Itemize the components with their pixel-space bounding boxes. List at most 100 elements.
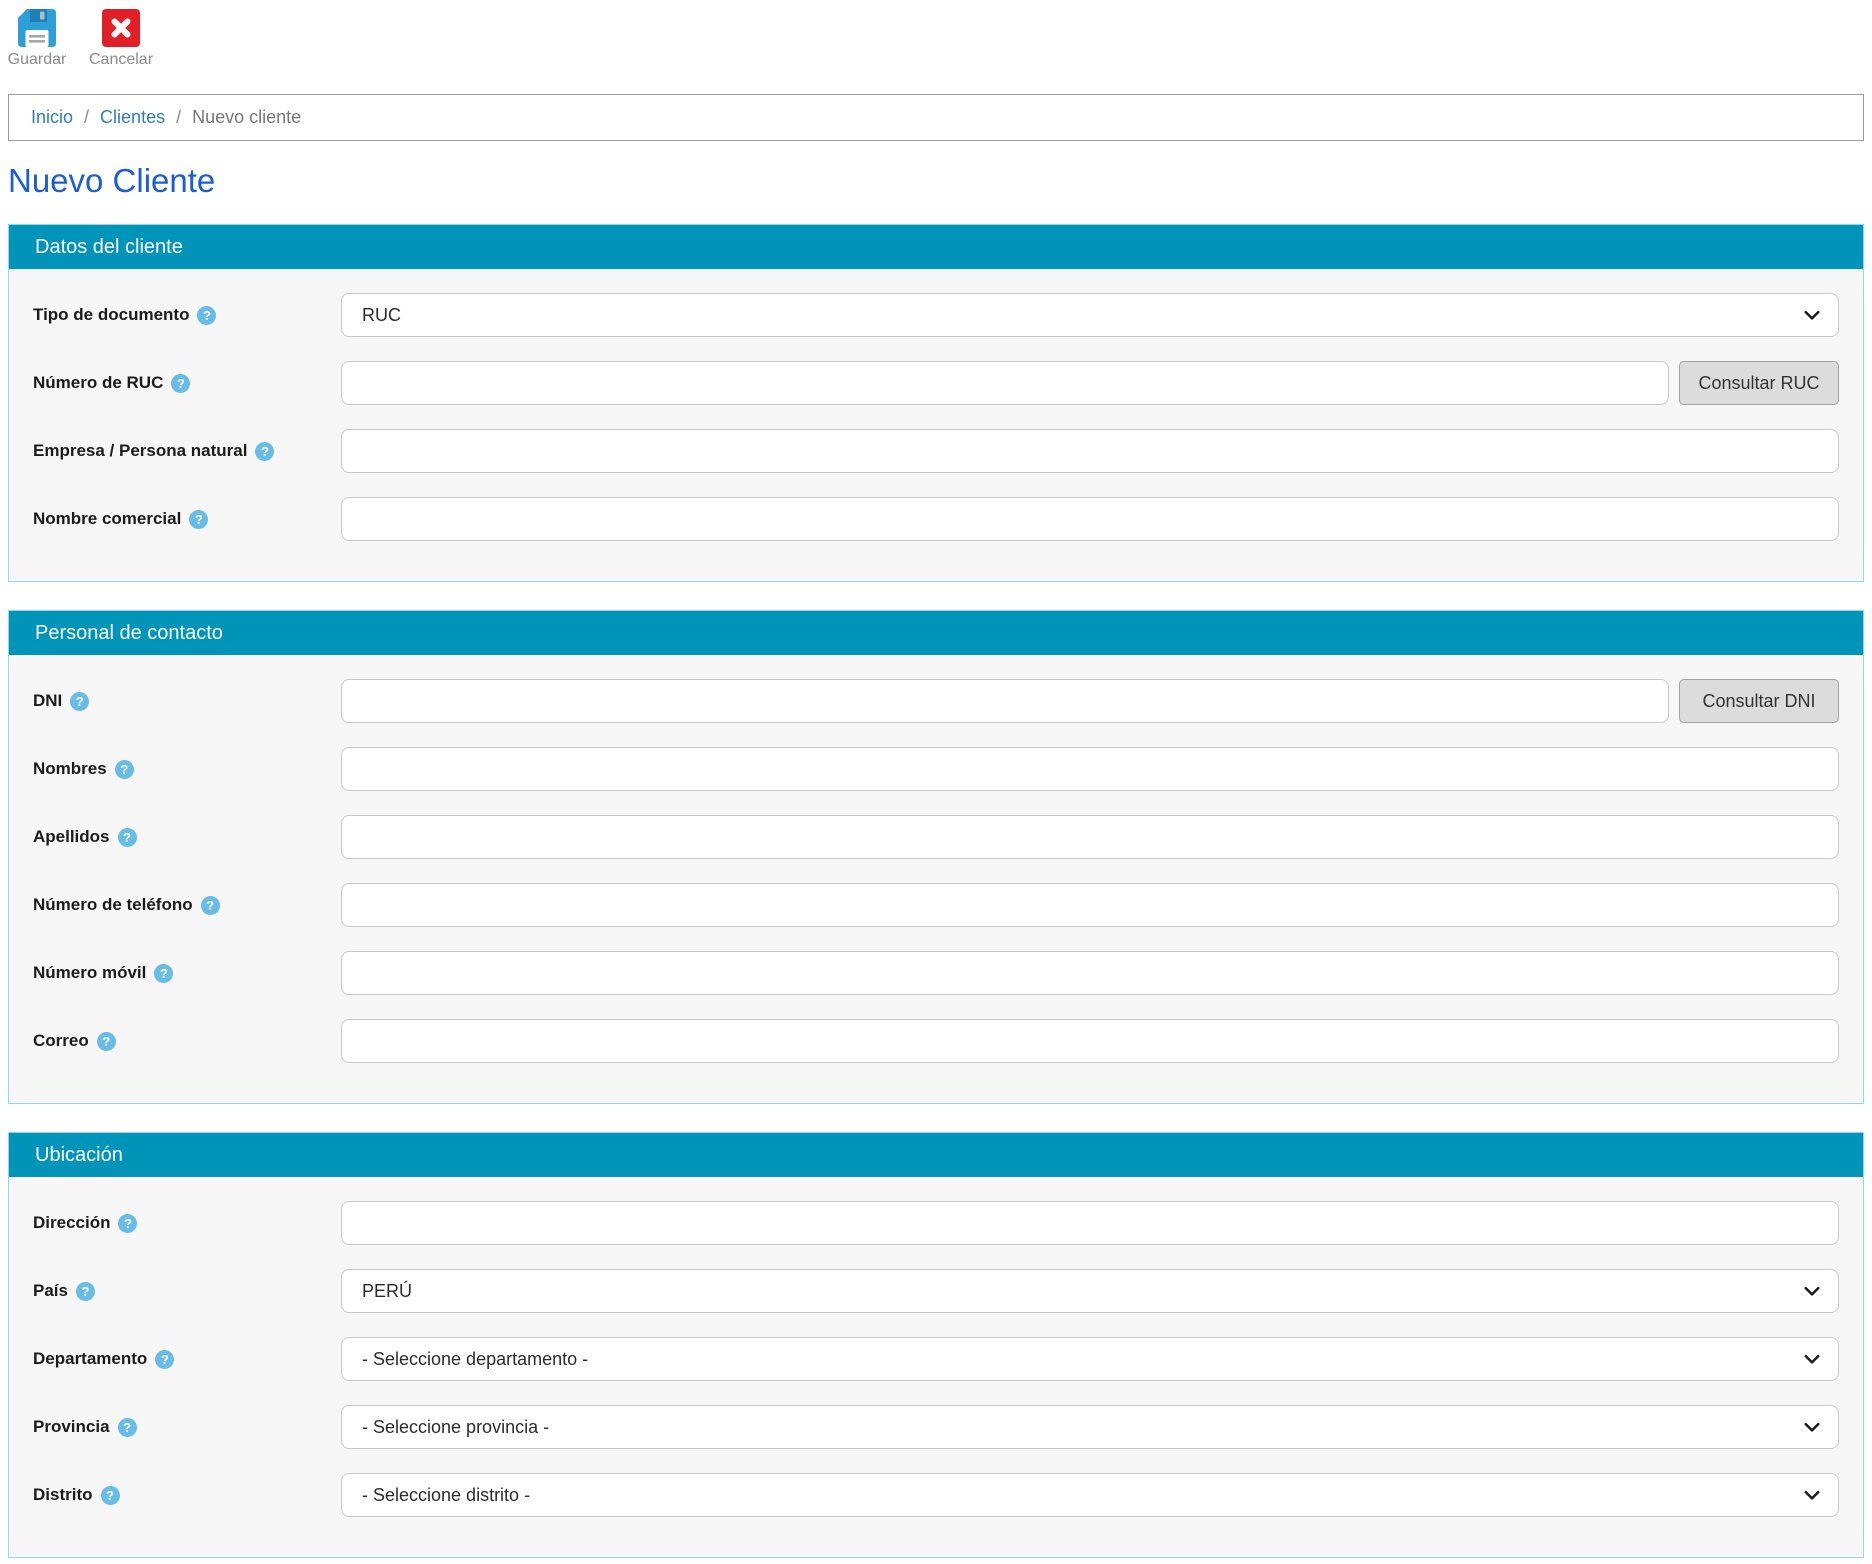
form-row-direccion: Dirección ? <box>25 1201 1839 1245</box>
save-button[interactable]: Guardar <box>4 8 70 69</box>
field <box>341 815 1839 859</box>
help-icon[interactable]: ? <box>155 1349 175 1369</box>
chevron-down-icon <box>1804 1422 1820 1432</box>
field: - Seleccione distrito - <box>341 1473 1839 1517</box>
field-label-cell: Tipo de documento ? <box>25 305 341 325</box>
consultar-ruc-button[interactable]: Consultar RUC <box>1679 361 1839 405</box>
field <box>341 951 1839 995</box>
form-row-distrito: Distrito ? - Seleccione distrito - <box>25 1473 1839 1517</box>
help-icon[interactable]: ? <box>118 1213 138 1233</box>
form-row-pais: País ? PERÚ <box>25 1269 1839 1313</box>
chevron-down-icon <box>1804 1490 1820 1500</box>
cancel-x-icon <box>101 8 141 48</box>
nombres-input[interactable] <box>341 747 1839 791</box>
help-icon[interactable]: ? <box>200 895 220 915</box>
breadcrumb-separator: / <box>176 107 182 127</box>
field-label: Número de RUC <box>33 373 164 392</box>
numero-ruc-input[interactable] <box>341 361 1669 405</box>
movil-input[interactable] <box>341 951 1839 995</box>
form-row-movil: Número móvil ? <box>25 951 1839 995</box>
help-icon[interactable]: ? <box>117 827 137 847</box>
field-label: DNI <box>33 691 63 710</box>
form-row-tipo-de-documento: Tipo de documento ? RUC <box>25 293 1839 337</box>
form-row-telefono: Número de teléfono ? <box>25 883 1839 927</box>
nombre-comercial-input[interactable] <box>341 497 1839 541</box>
help-icon[interactable]: ? <box>154 963 174 983</box>
field-label: Provincia <box>33 1417 110 1436</box>
field <box>341 1201 1839 1245</box>
help-icon[interactable]: ? <box>197 305 217 325</box>
field: - Seleccione provincia - <box>341 1405 1839 1449</box>
panel-header: Datos del cliente <box>9 225 1863 269</box>
form-row-nombres: Nombres ? <box>25 747 1839 791</box>
form-row-departamento: Departamento ? - Seleccione departamento… <box>25 1337 1839 1381</box>
field-label: Apellidos <box>33 827 110 846</box>
field-label-cell: Número de RUC ? <box>25 373 341 393</box>
help-icon[interactable]: ? <box>75 1281 95 1301</box>
field-label: Número de teléfono <box>33 895 193 914</box>
cancel-button-label: Cancelar <box>88 51 154 68</box>
panel-body: Tipo de documento ? RUC Número de RUC ? … <box>9 269 1863 581</box>
field-label-cell: Provincia ? <box>25 1417 341 1437</box>
toolbar: Guardar Cancelar <box>0 0 1872 69</box>
help-icon[interactable]: ? <box>171 373 191 393</box>
provincia-select[interactable]: - Seleccione provincia - <box>341 1405 1839 1449</box>
panel-body: DNI ? Consultar DNI Nombres ? Apellidos … <box>9 655 1863 1103</box>
field-label-cell: País ? <box>25 1281 341 1301</box>
page-title: Nuevo Cliente <box>8 162 216 199</box>
apellidos-input[interactable] <box>341 815 1839 859</box>
field-label-cell: Número móvil ? <box>25 963 341 983</box>
field-label-cell: Correo ? <box>25 1031 341 1051</box>
floppy-disk-icon <box>17 8 57 48</box>
help-icon[interactable]: ? <box>100 1485 120 1505</box>
help-icon[interactable]: ? <box>117 1417 137 1437</box>
breadcrumb-current: Nuevo cliente <box>192 107 302 127</box>
correo-input[interactable] <box>341 1019 1839 1063</box>
chevron-down-icon <box>1804 1354 1820 1364</box>
select-value: PERÚ <box>362 1280 413 1301</box>
form-row-numero-ruc: Número de RUC ? Consultar RUC <box>25 361 1839 405</box>
field: Consultar RUC <box>341 361 1839 405</box>
form-row-provincia: Provincia ? - Seleccione provincia - <box>25 1405 1839 1449</box>
empresa-input[interactable] <box>341 429 1839 473</box>
field-label-cell: Nombre comercial ? <box>25 509 341 529</box>
telefono-input[interactable] <box>341 883 1839 927</box>
field: - Seleccione departamento - <box>341 1337 1839 1381</box>
panel-datos-del-cliente: Datos del cliente Tipo de documento ? RU… <box>8 224 1864 582</box>
field-label: Correo <box>33 1031 89 1050</box>
form-row-apellidos: Apellidos ? <box>25 815 1839 859</box>
breadcrumb-link-inicio[interactable]: Inicio <box>31 107 74 127</box>
field-label-cell: Empresa / Persona natural ? <box>25 441 341 461</box>
help-icon[interactable]: ? <box>114 759 134 779</box>
field-label: Distrito <box>33 1485 93 1504</box>
help-icon[interactable]: ? <box>96 1031 116 1051</box>
consultar-dni-button[interactable]: Consultar DNI <box>1679 679 1839 723</box>
direccion-input[interactable] <box>341 1201 1839 1245</box>
panel-body: Dirección ? País ? PERÚ <box>9 1177 1863 1557</box>
field-label: Departamento <box>33 1349 148 1368</box>
help-icon[interactable]: ? <box>70 691 90 711</box>
field-label-cell: Nombres ? <box>25 759 341 779</box>
distrito-select[interactable]: - Seleccione distrito - <box>341 1473 1839 1517</box>
field <box>341 429 1839 473</box>
field-label: Dirección <box>33 1213 111 1232</box>
departamento-select[interactable]: - Seleccione departamento - <box>341 1337 1839 1381</box>
chevron-down-icon <box>1804 1286 1820 1296</box>
help-icon[interactable]: ? <box>189 509 209 529</box>
field <box>341 497 1839 541</box>
field <box>341 747 1839 791</box>
pais-select[interactable]: PERÚ <box>341 1269 1839 1313</box>
breadcrumb: Inicio / Clientes / Nuevo cliente <box>8 94 1864 141</box>
cancel-button[interactable]: Cancelar <box>88 8 154 69</box>
dni-input[interactable] <box>341 679 1669 723</box>
field-label-cell: Apellidos ? <box>25 827 341 847</box>
field: PERÚ <box>341 1269 1839 1313</box>
panel-header: Personal de contacto <box>9 611 1863 655</box>
breadcrumb-link-clientes[interactable]: Clientes <box>100 107 166 127</box>
field-label: Número móvil <box>33 963 147 982</box>
help-icon[interactable]: ? <box>255 441 275 461</box>
field-label: Nombres <box>33 759 107 778</box>
field-label-cell: Distrito ? <box>25 1485 341 1505</box>
tipo-documento-select[interactable]: RUC <box>341 293 1839 337</box>
field-label: País <box>33 1281 68 1300</box>
